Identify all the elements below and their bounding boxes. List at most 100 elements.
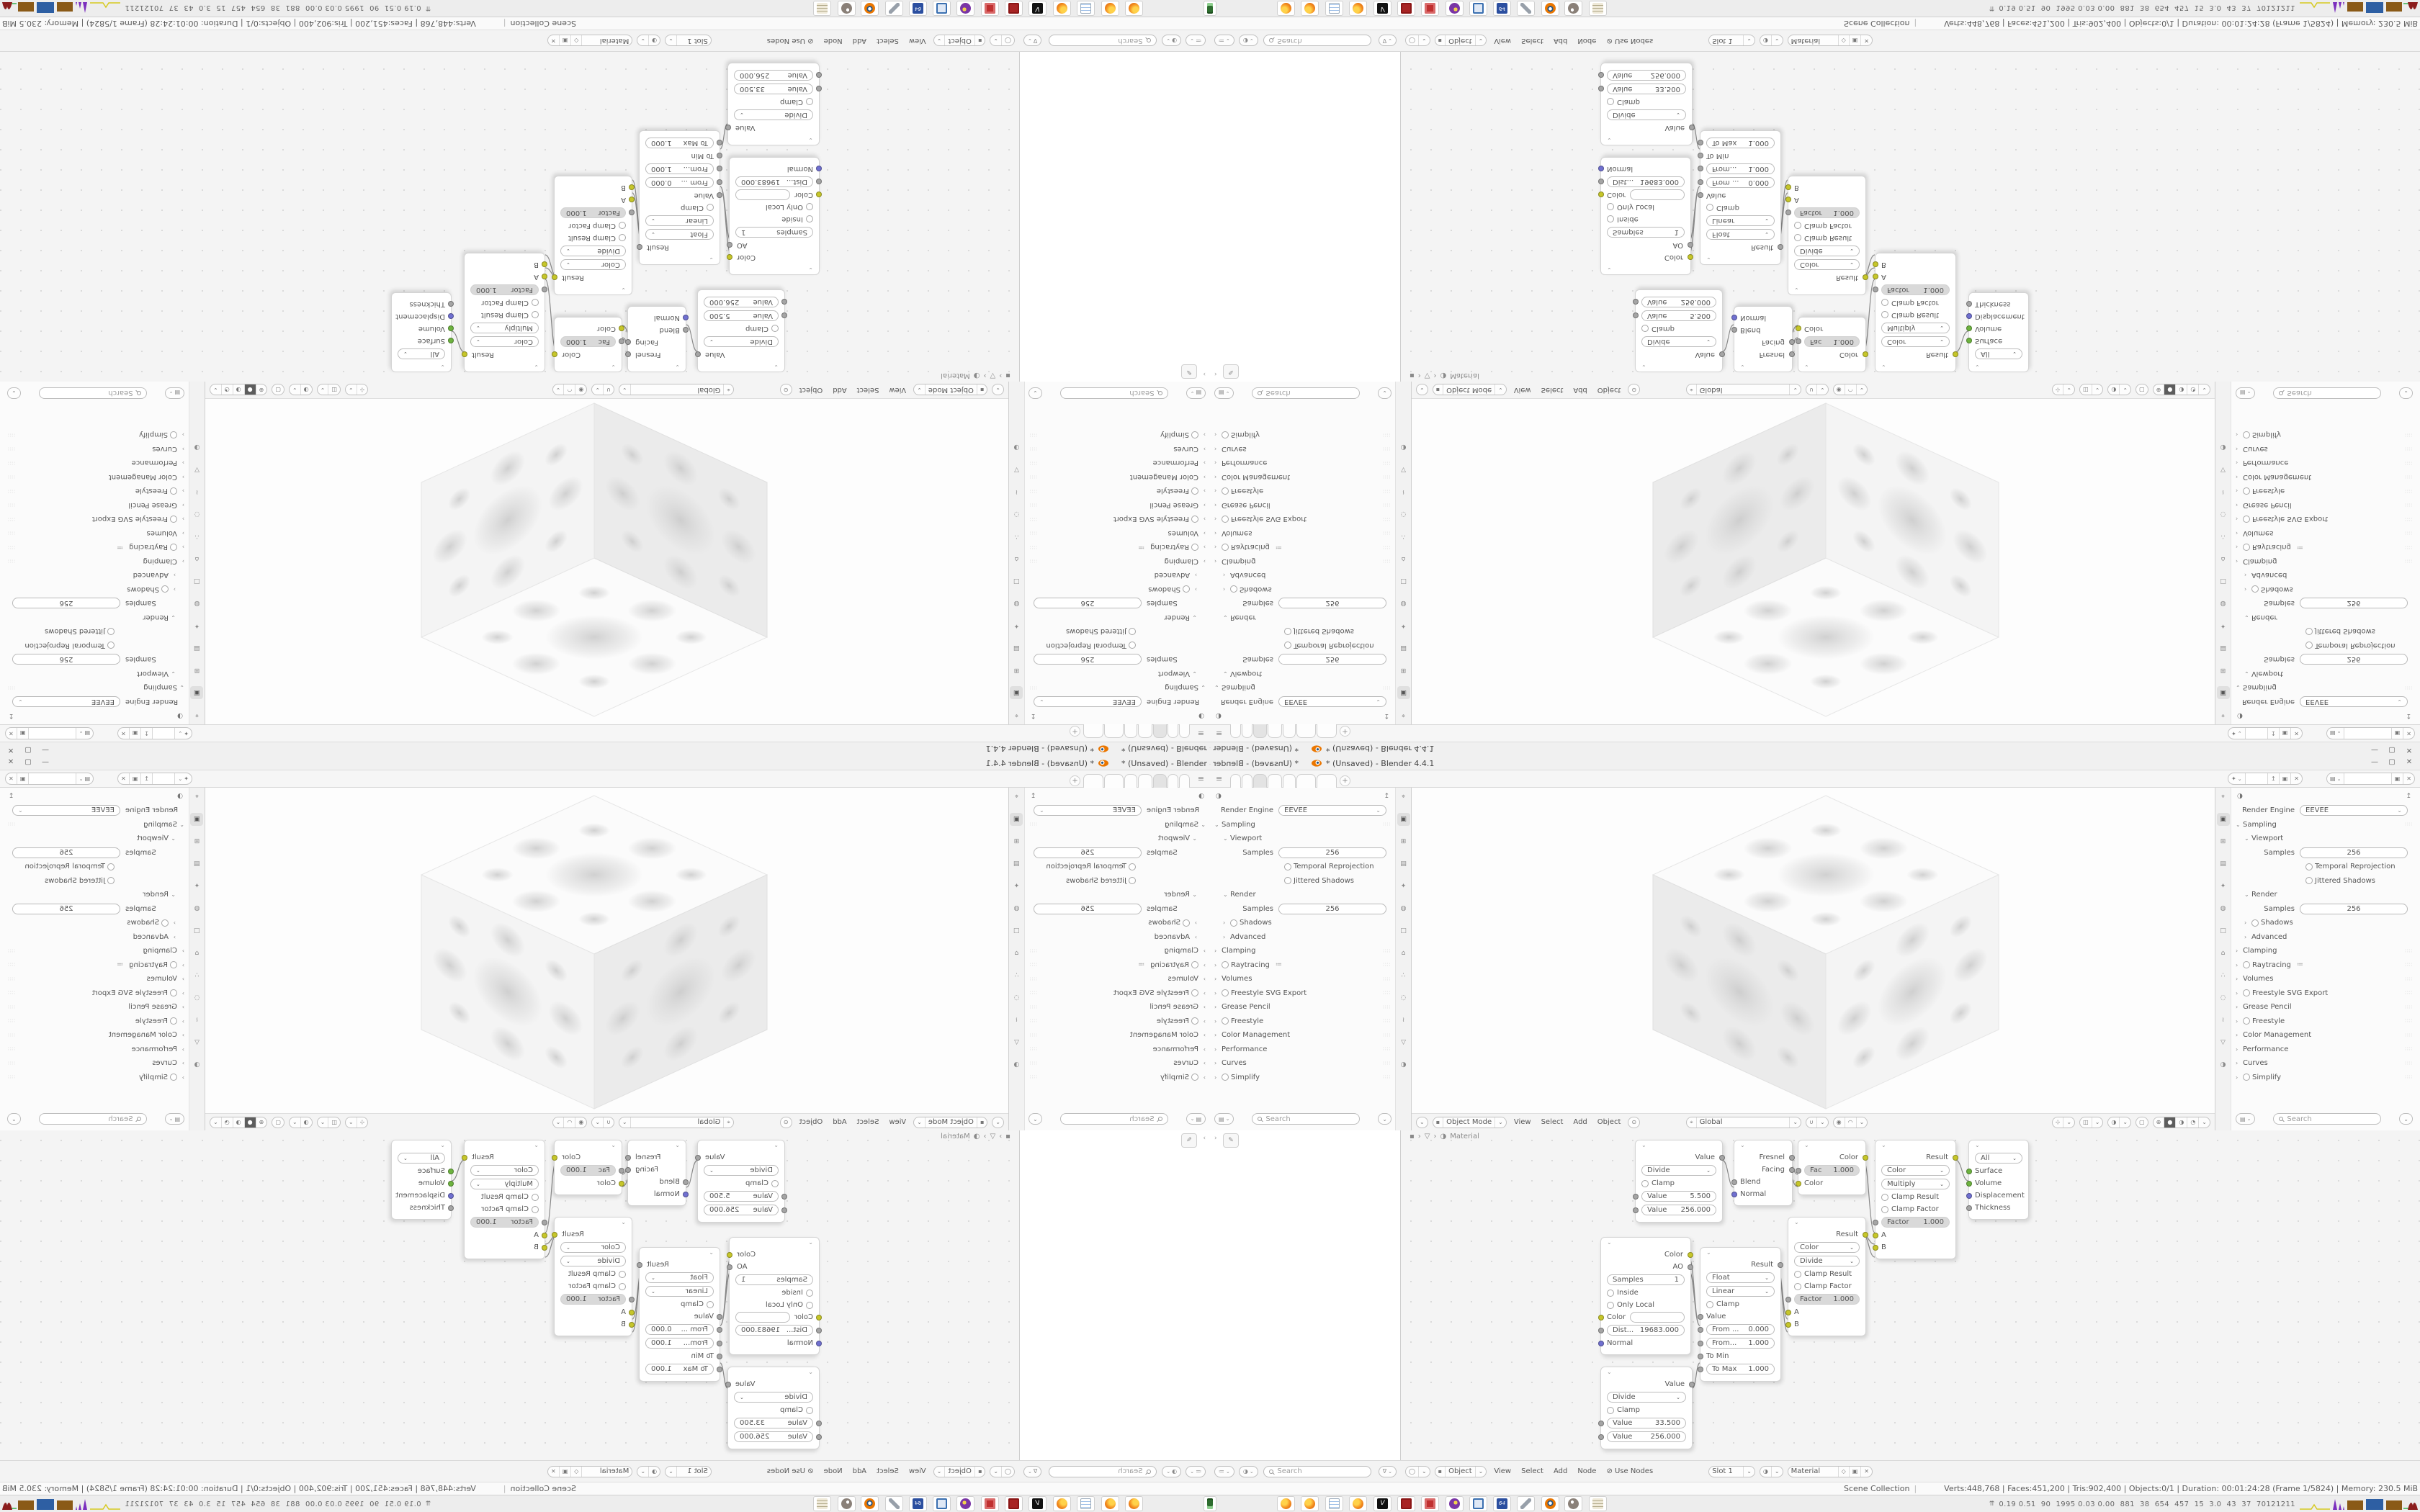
snapping-group[interactable]: ∪ ⌄ (591, 384, 614, 396)
app-video-icon[interactable]: V (1028, 1, 1047, 16)
check-temporal-reprojection[interactable]: Temporal Reprojection (1025, 860, 1210, 874)
map-range-node[interactable]: ⌄ Result Float ⌄ Linear ⌄ Clamp Value From ... 0.… (637, 130, 722, 265)
properties-tab-object-icon[interactable]: □ (1013, 577, 1020, 585)
restore-button[interactable]: ▢ (24, 746, 32, 754)
input-socket[interactable] (816, 1420, 822, 1426)
panel-shadows[interactable]: › Shadows (2244, 585, 2293, 593)
xray-dropdown[interactable]: ◑ ⌄ (288, 1116, 313, 1128)
input-socket[interactable] (542, 274, 547, 280)
check-temporal-reprojection[interactable]: Temporal Reprojection (3, 860, 189, 874)
prop-value-field[interactable]: 256 (2300, 847, 2408, 858)
node-value-field[interactable]: Value 256.000 (734, 1431, 813, 1442)
workspace-tab[interactable] (1283, 724, 1296, 738)
panel-clamping[interactable]: › Clamping ∷∷ (1028, 557, 1206, 565)
app-terminal-icon[interactable] (1204, 1496, 1210, 1511)
properties-tab-material-icon[interactable]: ◑ (1013, 1061, 1020, 1068)
node-collapse-chevron-icon[interactable]: ⌄ (1607, 266, 1612, 273)
material-output-node[interactable]: ⌄ All ⌄ Surface Volume Displacement Thickness (391, 292, 454, 372)
mix-divide-node[interactable]: ⌄ Result Color ⌄ Divide ⌄ Clamp Result Clamp Fa… (1785, 176, 1868, 295)
node-value-field[interactable]: Value 256.000 (704, 1205, 779, 1215)
input-socket[interactable] (629, 1309, 635, 1315)
check-temporal-reprojection[interactable]: Temporal Reprojection (1025, 639, 1210, 653)
render-engine-dropdown[interactable]: EEVEE ⌄ (2300, 805, 2408, 816)
properties-tab-output-icon[interactable]: ⊞ (1400, 838, 1407, 845)
node-value-field[interactable]: Value 33.500 (1607, 1418, 1686, 1428)
unlink-icon[interactable]: ✕ (2294, 730, 2299, 737)
panel-advanced[interactable]: › Advanced (133, 571, 176, 580)
node-collapse-chevron-icon[interactable]: ⌄ (621, 287, 626, 293)
node-menu-node[interactable]: Node (1577, 37, 1597, 45)
node-value-field[interactable]: Fac 1.000 (1804, 336, 1860, 347)
shader-type-dropdown[interactable]: ◯ ⌄ (1405, 1465, 1430, 1477)
properties-tab-tool-icon[interactable]: ⌖ (1014, 711, 1019, 719)
checkbox[interactable] (1191, 1074, 1198, 1081)
collapse-all-button[interactable]: ⌄ (1028, 387, 1042, 399)
material-name-field[interactable]: Material (1788, 1466, 1839, 1477)
panel-simplify[interactable]: › Simplify ∷∷ (1028, 1073, 1206, 1081)
check-jittered-shadows[interactable]: Jittered Shadows (3, 874, 189, 888)
shader-type-dropdown[interactable]: ◯ ⌄ (990, 35, 1015, 47)
app-firefox-icon[interactable] (1301, 1496, 1319, 1511)
input-socket[interactable] (816, 72, 822, 78)
input-socket[interactable] (816, 1314, 822, 1320)
node-value-field[interactable]: Samples 1 (735, 1274, 813, 1285)
input-socket[interactable] (717, 140, 722, 146)
panel-curves[interactable]: › Curves ∷∷ (2236, 1059, 2413, 1068)
viewport-menu-object[interactable]: Object (799, 1118, 823, 1126)
workspace-tab[interactable] (1124, 774, 1137, 788)
copy-icon[interactable]: ▣ (2391, 728, 2404, 739)
app-red-icon[interactable] (1397, 1496, 1415, 1511)
input-socket[interactable] (816, 192, 822, 198)
app-display-icon[interactable] (933, 1496, 951, 1511)
app-firefox-icon[interactable] (1349, 1, 1367, 16)
prop-value-field[interactable]: 256 (1278, 847, 1386, 858)
proportional-editing-group[interactable]: ◉ ◠ ⌄ (1832, 384, 1868, 396)
input-socket[interactable] (542, 1232, 547, 1238)
properties-tab-scene-icon[interactable]: ✦ (1400, 883, 1407, 890)
output-socket[interactable] (1688, 1264, 1693, 1270)
app-notes-icon[interactable] (1077, 1496, 1095, 1511)
prop-value-field[interactable]: 256 (1278, 598, 1386, 609)
snapping-group[interactable]: ∪ ⌄ (1806, 384, 1829, 396)
outliner-editor[interactable]: › ✎ (1019, 52, 1210, 382)
viewport-3d[interactable] (1412, 788, 2215, 1113)
viewport-3d[interactable] (205, 399, 1008, 724)
scene-icon[interactable]: ✦ ⌄ (174, 728, 192, 739)
math-divide-node-2[interactable]: ⌄ Value Divide ⌄ Clamp Value 33.500 Value 256.00… (725, 1367, 822, 1449)
check-jittered-shadows[interactable]: Jittered Shadows (3, 624, 189, 639)
copy-icon[interactable]: ▣ (2392, 773, 2404, 784)
app-gimp-icon[interactable] (1564, 1, 1582, 16)
render-engine-dropdown[interactable]: EEVEE ⌄ (1278, 805, 1386, 816)
panel-grease-pencil[interactable]: › Grease Pencil ∷∷ (7, 500, 184, 509)
input-socket[interactable] (1598, 1434, 1604, 1440)
panel-grease-pencil[interactable]: › Grease Pencil ∷∷ (1028, 500, 1206, 509)
viewport-menu-select[interactable]: Select (856, 1118, 879, 1126)
map-range-node[interactable]: ⌄ Result Float ⌄ Linear ⌄ Clamp Value From ... 0.… (637, 1247, 722, 1382)
properties-tab-object-icon[interactable]: □ (2220, 927, 2226, 935)
output-socket[interactable] (1689, 125, 1695, 131)
window-titlebar[interactable]: * (Unsaved) - Blender 4.4.1 * (Unsaved) … (0, 756, 1210, 770)
node-dropdown[interactable]: Color ⌄ (1881, 1165, 1950, 1176)
viewport-menu-view[interactable]: View (889, 386, 907, 394)
properties-tab-world-icon[interactable]: ◍ (1013, 600, 1020, 607)
copy-icon[interactable]: ▣ (2279, 728, 2292, 739)
properties-tab-output-icon[interactable]: ⊞ (1013, 667, 1020, 674)
output-socket[interactable] (1863, 1154, 1868, 1161)
checkbox[interactable] (1191, 431, 1198, 438)
mode-dropdown[interactable]: ▪ Object Mode ⌄ (1432, 384, 1507, 396)
input-socket[interactable] (1698, 140, 1703, 146)
panel-freestyle[interactable]: › Freestyle ∷∷ (2236, 487, 2413, 495)
node-collapse-chevron-icon[interactable]: ⌄ (1740, 364, 1745, 370)
properties-tab-modifiers-icon[interactable]: ⌂ (194, 555, 200, 562)
pin-icon[interactable]: ↥ (1384, 793, 1390, 800)
close-button[interactable]: ✕ (2406, 758, 2413, 766)
node-dropdown[interactable]: Linear ⌄ (1706, 1286, 1775, 1297)
panel-advanced[interactable]: › Advanced (1154, 932, 1197, 941)
node-collapse-chevron-icon[interactable]: ⌄ (808, 266, 813, 273)
checkbox[interactable] (1191, 543, 1198, 551)
output-socket[interactable] (727, 1251, 732, 1258)
mode-dropdown[interactable]: ▪ Object Mode ⌄ (913, 1116, 988, 1128)
panel-advanced[interactable]: › Advanced (2244, 932, 2287, 941)
scene-selector[interactable]: ✦ ⌄ ↥ ▣ ✕ (117, 727, 192, 739)
material-name-group[interactable]: Material ◇ ▣ ✕ (547, 1465, 633, 1477)
